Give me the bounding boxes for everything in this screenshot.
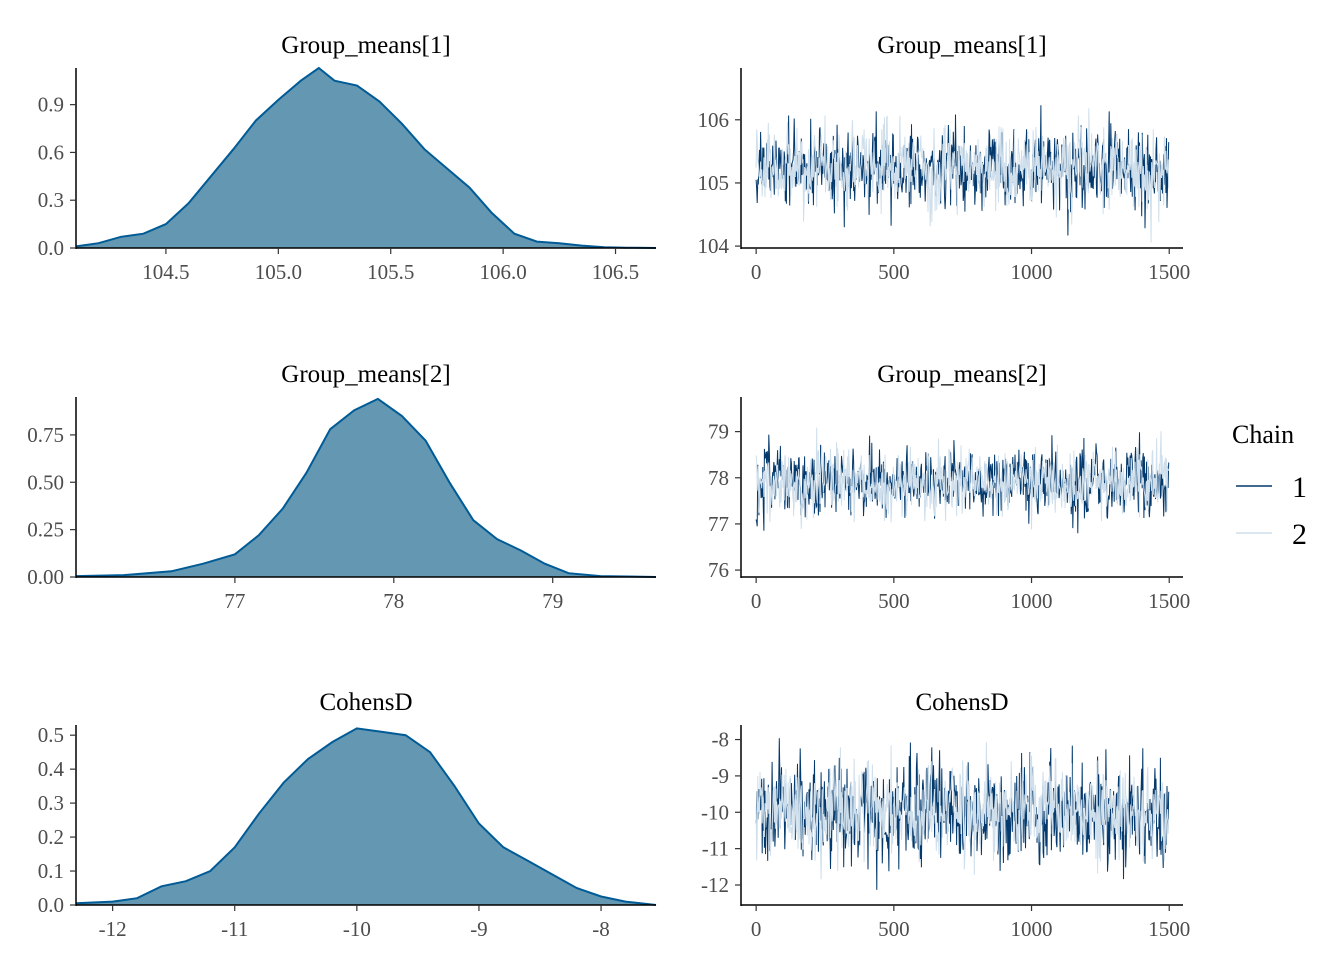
x-tick-label: -8 [592, 917, 610, 941]
x-tick-label: -12 [99, 917, 127, 941]
x-tick-label: -10 [343, 917, 371, 941]
legend-label-1: 1 [1292, 471, 1307, 504]
y-tick-label: -12 [701, 873, 729, 897]
panel-6: CohensD 0 500 1000 1500 -12 -11 -10 -9 -8 [701, 689, 1190, 941]
panel-title: Group_means[2] [281, 361, 450, 388]
x-tick-label: 79 [542, 589, 563, 613]
y-tick-label: 0.25 [27, 518, 64, 542]
x-tick-label: 500 [878, 917, 910, 941]
y-tick-label: 0.0 [38, 236, 64, 260]
y-tick-label: 78 [708, 466, 729, 490]
y-tick-label: -11 [702, 837, 729, 861]
legend-title: Chain [1232, 420, 1294, 449]
panel-title: CohensD [915, 689, 1008, 716]
x-tick-label: 1000 [1011, 917, 1053, 941]
y-tick-label: 105 [698, 171, 730, 195]
panel-title: Group_means[1] [281, 32, 450, 59]
x-tick-label: 104.5 [142, 260, 189, 284]
y-tick-label: 0.9 [38, 93, 64, 117]
panel-2: Group_means[1] 0 500 1000 1500 104 105 106 [698, 32, 1191, 284]
x-tick-label: 78 [383, 589, 404, 613]
y-tick-label: 0.50 [27, 470, 64, 494]
panel-title: CohensD [319, 689, 412, 716]
x-tick-label: 1500 [1148, 917, 1190, 941]
x-tick-label: 106.5 [592, 260, 639, 284]
y-tick-label: -10 [701, 800, 729, 824]
y-tick-label: 0.1 [38, 859, 64, 883]
y-tick-label: 0.00 [27, 565, 64, 589]
y-tick-label: 106 [698, 108, 730, 132]
y-tick-label: 0.3 [38, 188, 64, 212]
x-tick-label: -11 [221, 917, 248, 941]
y-tick-label: 0.75 [27, 423, 64, 447]
y-tick-label: 104 [698, 234, 730, 258]
y-tick-label: 0.0 [38, 893, 64, 917]
density-area [76, 68, 656, 248]
x-tick-label: 1000 [1011, 589, 1053, 613]
panel-title: Group_means[1] [877, 32, 1046, 59]
x-tick-label: 105.5 [367, 260, 414, 284]
panel-5: CohensD -12 -11 -10 -9 -8 0.0 0.1 0.2 0.3 0.4 0.5 [38, 689, 656, 941]
y-tick-label: 0.3 [38, 791, 64, 815]
y-tick-label: 77 [708, 512, 729, 536]
legend-label-2: 2 [1292, 518, 1307, 551]
x-tick-label: 500 [878, 260, 910, 284]
density-area [76, 728, 656, 905]
y-tick-label: 0.6 [38, 140, 64, 164]
panel-4: Group_means[2] 0 500 1000 1500 76 77 78 79 [708, 361, 1190, 613]
panel-3: Group_means[2] 77 78 79 0.00 0.25 0.50 0.75 [27, 361, 656, 613]
x-tick-label: 0 [751, 260, 762, 284]
x-tick-label: 0 [751, 589, 762, 613]
x-tick-label: 1500 [1148, 589, 1190, 613]
y-tick-label: 0.2 [38, 825, 64, 849]
x-tick-label: 500 [878, 589, 910, 613]
panel-title: Group_means[2] [877, 361, 1046, 388]
y-tick-label: 79 [708, 420, 729, 444]
x-tick-label: 106.0 [480, 260, 527, 284]
legend: Chain 1 2 [1232, 420, 1307, 551]
y-tick-label: 0.5 [38, 723, 64, 747]
density-area [76, 399, 656, 577]
y-tick-label: -9 [712, 764, 730, 788]
y-tick-label: 0.4 [38, 757, 65, 781]
y-tick-label: 76 [708, 558, 729, 582]
x-tick-label: 1500 [1148, 260, 1190, 284]
x-tick-label: -9 [470, 917, 488, 941]
y-tick-label: -8 [712, 728, 730, 752]
x-tick-label: 105.0 [255, 260, 302, 284]
x-tick-label: 0 [751, 917, 762, 941]
x-tick-label: 77 [224, 589, 245, 613]
x-tick-label: 1000 [1011, 260, 1053, 284]
panel-1: Group_means[1] 104.5 105.0 105.5 106.0 106.5 0… [38, 32, 656, 284]
panels: Group_means[1] 104.5 105.0 105.5 106.0 106.5 0… [27, 32, 1190, 941]
